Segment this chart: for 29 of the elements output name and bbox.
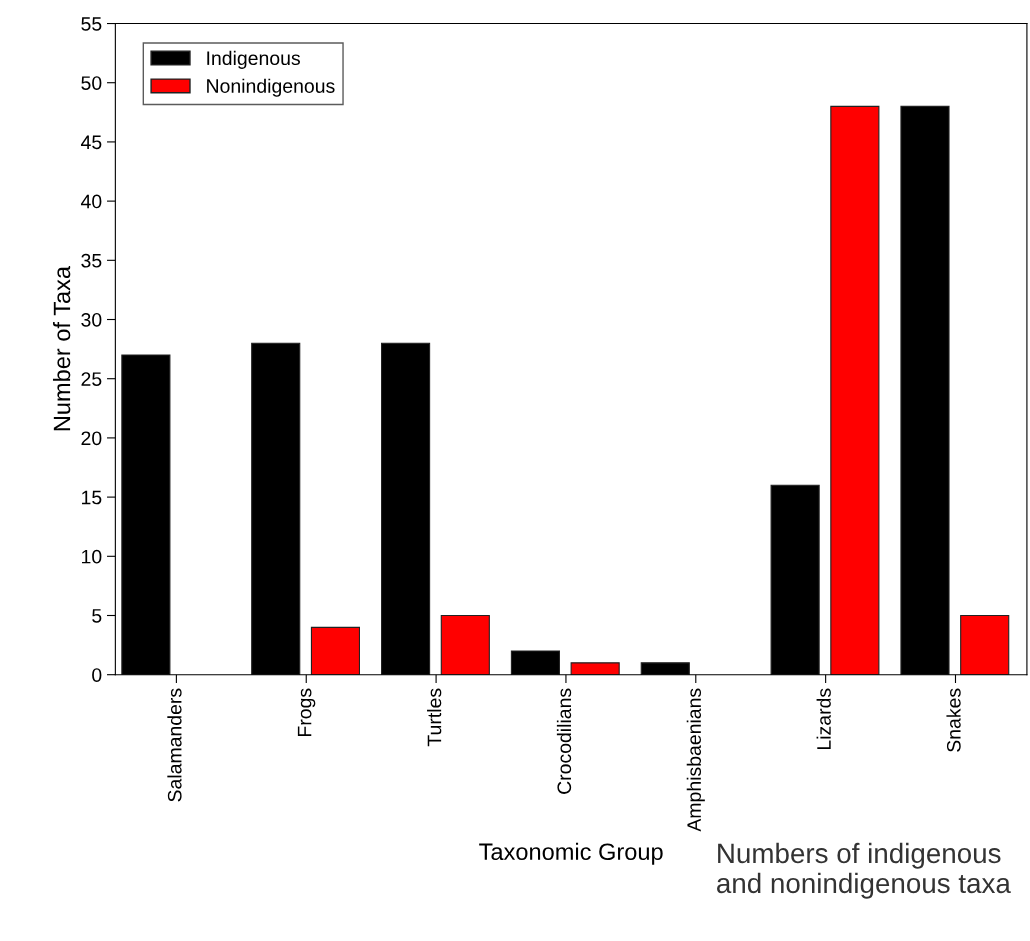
y-tick-label: 10 (82, 549, 102, 564)
x-tick-label: Crocodilians (556, 688, 572, 794)
y-tick-label: 0 (92, 668, 102, 682)
y-tick-label: 50 (81, 76, 102, 90)
bar (440, 614, 490, 675)
text: Numbers of indigenous and nonindigenous taxa (717, 842, 1011, 899)
y-tick-label: 35 (81, 253, 102, 268)
bar (310, 626, 361, 675)
x-tick-label: Snakes (946, 688, 961, 752)
y-axis-title: Number of Taxa (52, 265, 71, 431)
y-tick-label: 20 (81, 431, 102, 446)
y-tick-label: 25 (81, 372, 102, 386)
y-tick-label: 15 (82, 490, 102, 505)
legend-label: Indigenous (207, 50, 300, 69)
y-tick-label: 45 (80, 135, 102, 150)
bar (960, 614, 1010, 675)
x-tick-label: Frogs (297, 688, 316, 736)
bar (830, 105, 880, 675)
y-tick-label: 5 (92, 609, 102, 623)
y-tick-label: 40 (80, 194, 102, 209)
x-tick-label: Lizards (816, 688, 831, 749)
legend-label: Nonindigenous (207, 78, 335, 97)
y-tick-label: 55 (81, 17, 102, 31)
x-tick-label: Turtles (427, 688, 442, 747)
bar (570, 662, 620, 675)
x-tick-label: Salamanders (167, 688, 182, 802)
y-tick-label: 30 (81, 312, 102, 327)
x-tick-label: Amphisbaenians (686, 688, 705, 832)
x-axis-title: Taxonomic Group (479, 842, 663, 865)
